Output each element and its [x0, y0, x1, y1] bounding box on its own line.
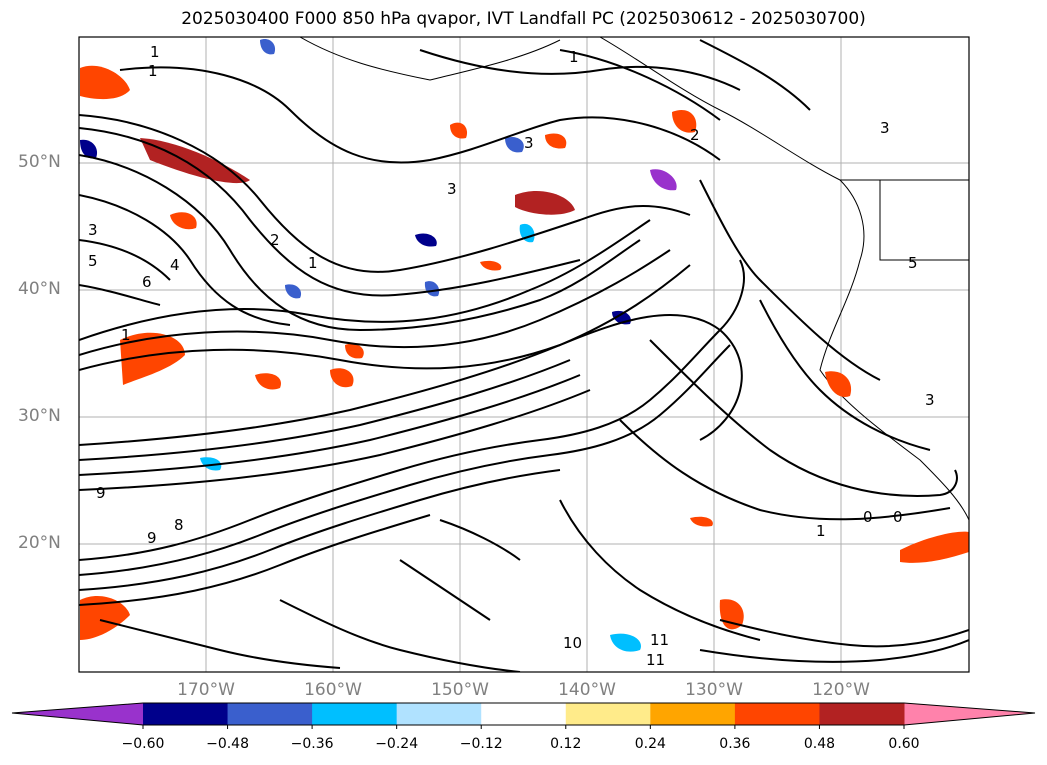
contour-label: 6	[142, 273, 152, 291]
contour-label-group: 1 1 3 3 3 2 1 1 0 0 1 11 11 10 9 9 5 6 4…	[88, 43, 935, 669]
colorbar-tick-label: 0.60	[888, 736, 920, 752]
contour-label: 2	[690, 126, 700, 144]
colorbar-tick-label: 0.36	[719, 736, 751, 752]
contour-label: 4	[170, 256, 180, 274]
colorbar-tick-label: −0.60	[121, 736, 165, 752]
colorbar-segment	[312, 703, 398, 725]
map-title: 2025030400 F000 850 hPa qvapor, IVT Land…	[181, 9, 866, 29]
colorbar-extend-left	[12, 703, 143, 725]
lon-label-150w: 150°W	[431, 680, 489, 700]
contour-label: 9	[147, 529, 157, 547]
contour-label: 1	[150, 43, 160, 61]
contour-label: 3	[88, 221, 98, 239]
lat-label-40n: 40°N	[18, 279, 61, 299]
colorbar-segment	[650, 703, 736, 725]
lat-label-50n: 50°N	[18, 152, 61, 172]
contour-label: 2	[270, 231, 280, 249]
lat-label-20n: 20°N	[18, 533, 61, 553]
contour-label: 0	[893, 508, 903, 526]
contour-label: 1	[569, 48, 579, 66]
contour-label: 3	[447, 180, 457, 198]
map-frame	[78, 36, 970, 673]
colorbar-segment	[227, 703, 313, 725]
fill-orange-nw	[80, 65, 130, 100]
contour-label: 9	[96, 484, 106, 502]
colorbar-segment	[734, 703, 820, 725]
contour-label: 10	[563, 634, 582, 652]
contour-label: 1	[121, 326, 131, 344]
contour-label: 5	[88, 252, 98, 270]
lon-label-170w: 170°W	[177, 680, 235, 700]
contour-label: 3	[524, 134, 534, 152]
contour-label: 11	[650, 631, 669, 649]
colorbar-tick-label: 0.48	[803, 736, 836, 752]
colorbar-tick-label: −0.48	[206, 736, 249, 752]
contour-label: 3	[880, 119, 890, 137]
contour-label: 11	[646, 651, 665, 669]
colorbar-tick-label: −0.36	[290, 736, 334, 752]
contour-label: 8	[174, 516, 184, 534]
lon-label-130w: 130°W	[685, 680, 743, 700]
contour-label: 1	[308, 254, 318, 272]
map-area	[79, 37, 969, 672]
moisture-anomaly-fills	[80, 39, 969, 652]
lon-label-160w: 160°W	[304, 680, 362, 700]
colorbar-segment	[143, 703, 229, 725]
contour-label: 3	[925, 391, 935, 409]
colorbar-tick-label: −0.24	[375, 736, 419, 752]
lon-label-120w: 120°W	[812, 680, 870, 700]
colorbar-segment	[565, 703, 651, 725]
colorbar-segment	[396, 703, 482, 725]
contour-label: 1	[816, 522, 826, 540]
contour-label: 5	[908, 254, 918, 272]
contour-label: 0	[863, 508, 873, 526]
lat-label-30n: 30°N	[18, 406, 61, 426]
colorbar-tick-label: 0.12	[550, 736, 582, 752]
colorbar-tick-label: 0.24	[634, 736, 666, 752]
coastline	[299, 37, 969, 521]
contour-label: 1	[148, 62, 158, 80]
colorbar-extend-right	[904, 703, 1035, 725]
colorbar-segment	[819, 703, 905, 725]
contour-lines	[79, 39, 969, 672]
colorbar	[11, 702, 1036, 729]
colorbar-tick-label: −0.12	[459, 736, 503, 752]
colorbar-segment	[481, 703, 567, 725]
lon-label-140w: 140°W	[558, 680, 616, 700]
